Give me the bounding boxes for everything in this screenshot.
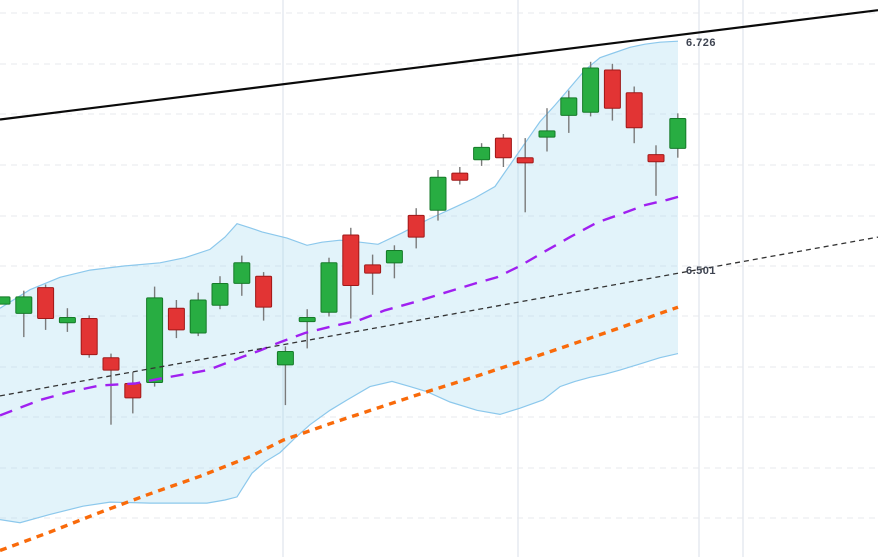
candle-up bbox=[385, 250, 403, 264]
trendline-dashed[interactable] bbox=[0, 236, 878, 397]
candle-down bbox=[80, 318, 98, 356]
candle-down bbox=[342, 234, 360, 286]
price-label-upper: 6.726 bbox=[686, 37, 717, 49]
candle-up bbox=[669, 118, 687, 149]
candle-down bbox=[407, 214, 425, 238]
candle-up bbox=[429, 176, 447, 211]
candle-down bbox=[625, 92, 643, 129]
candle-down bbox=[516, 157, 534, 164]
candle-down bbox=[451, 172, 469, 181]
candle-up bbox=[15, 296, 33, 314]
candle-down bbox=[647, 154, 665, 163]
price-label-lower: 6.501 bbox=[686, 265, 717, 277]
candle-up bbox=[582, 67, 600, 113]
candle-down bbox=[255, 275, 273, 308]
candle-up bbox=[560, 97, 578, 116]
candle-down bbox=[102, 357, 120, 371]
sma-dotted-line bbox=[0, 305, 679, 553]
candle-up bbox=[58, 317, 76, 324]
candle-down bbox=[364, 264, 382, 274]
ema-dashed-line bbox=[0, 195, 679, 417]
overlay-layer bbox=[0, 195, 679, 553]
bollinger-lower-line bbox=[0, 353, 679, 524]
trendline-solid[interactable] bbox=[0, 9, 878, 121]
candle-up bbox=[538, 130, 556, 138]
candles-layer bbox=[0, 61, 687, 425]
candle-down bbox=[494, 137, 512, 159]
candle-up bbox=[276, 351, 294, 366]
candle-up bbox=[298, 317, 316, 323]
candle-down bbox=[167, 307, 185, 331]
trendline-layer bbox=[0, 9, 878, 397]
candle-down bbox=[37, 287, 55, 320]
candle-up bbox=[0, 296, 11, 305]
candle-down bbox=[603, 69, 621, 109]
candle-up bbox=[320, 262, 338, 313]
candle-down bbox=[124, 383, 142, 399]
candle-up bbox=[189, 299, 207, 334]
candle-up bbox=[211, 283, 229, 306]
candle-up bbox=[473, 146, 491, 161]
bollinger-band-fill bbox=[0, 41, 678, 523]
candle-up bbox=[146, 297, 164, 383]
candle-up bbox=[233, 262, 251, 284]
